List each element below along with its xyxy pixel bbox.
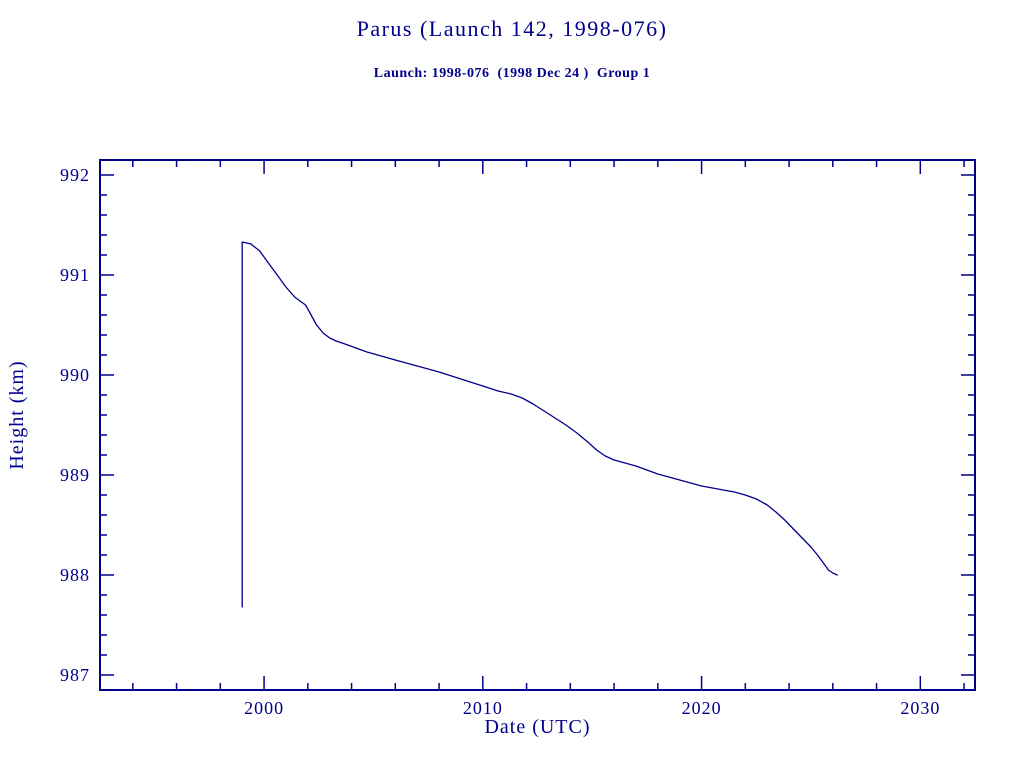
- y-tick-label: 989: [60, 465, 90, 485]
- y-tick-label: 990: [60, 365, 90, 385]
- x-tick-label: 2020: [682, 698, 722, 718]
- x-axis-label: Date (UTC): [484, 716, 591, 738]
- y-tick-label: 987: [60, 665, 90, 685]
- y-tick-label: 992: [60, 165, 90, 185]
- chart-subtitle: Launch: 1998-076 (1998 Dec 24 ) Group 1: [373, 66, 651, 81]
- x-tick-label: 2000: [244, 698, 284, 718]
- x-tick-label: 2030: [900, 698, 940, 718]
- y-tick-label: 988: [60, 565, 90, 585]
- plot-frame: [99, 159, 976, 691]
- x-tick-label: 2010: [463, 698, 503, 718]
- y-tick-label: 991: [60, 265, 90, 285]
- data-line-orbital-height: [241, 241, 838, 608]
- chart-title: Parus (Launch 142, 1998-076): [356, 16, 668, 41]
